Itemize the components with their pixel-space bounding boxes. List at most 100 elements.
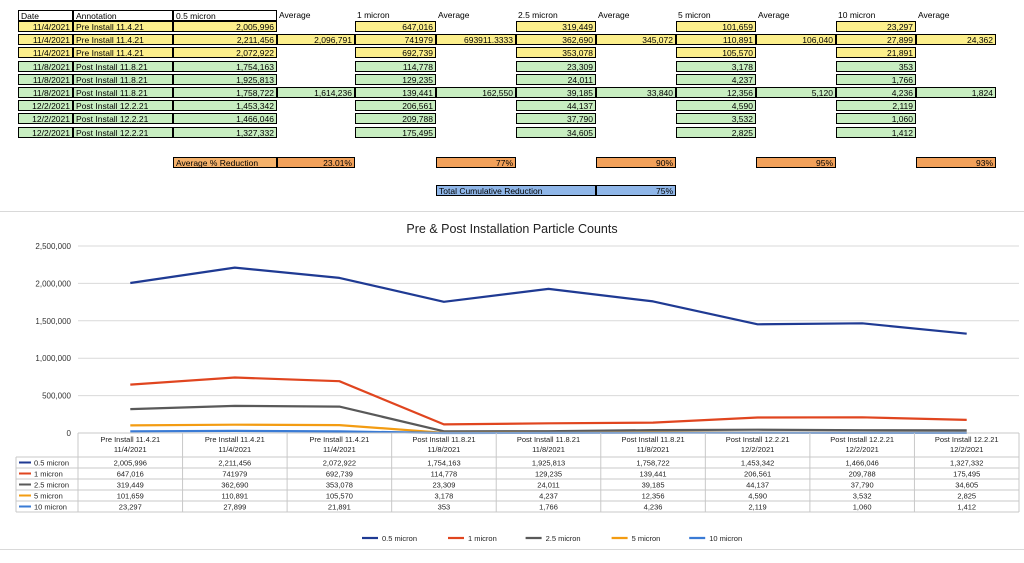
data-value-label: 1,327,332 (950, 459, 983, 468)
data-value-label: 647,016 (117, 470, 144, 479)
reduction-label: Average % Reduction (173, 157, 277, 168)
data-value-label: 39,185 (642, 481, 665, 490)
value-cell: 647,016 (355, 21, 436, 32)
legend-label: 1 micron (468, 534, 497, 543)
data-value-label: 1,925,813 (532, 459, 565, 468)
value-cell: 44,137 (516, 100, 596, 112)
value-cell: 129,235 (355, 73, 436, 85)
value-cell: 4,590 (676, 100, 756, 112)
date-cell: 11/8/2021 (18, 60, 73, 72)
annotation-cell: Post Install 12.2.21 (73, 113, 173, 125)
y-tick-label: 2,000,000 (35, 279, 71, 288)
cumulative-label: Total Cumulative Reduction (436, 185, 596, 196)
value-cell: 1,766 (836, 73, 916, 85)
data-value-label: 1,754,163 (427, 459, 460, 468)
average-cell: 33,840 (596, 87, 676, 98)
annotation-cell: Pre Install 11.4.21 (73, 47, 173, 59)
average-cell: 106,040 (756, 34, 836, 46)
x-category-date: 12/2/2021 (741, 445, 774, 454)
date-cell: 11/8/2021 (18, 87, 73, 98)
value-cell: 23,309 (516, 60, 596, 72)
row-series-name: 10 micron (34, 503, 67, 512)
cumulative-value: 75% (596, 185, 676, 196)
data-value-label: 2,072,922 (323, 459, 356, 468)
data-value-label: 1,453,342 (741, 459, 774, 468)
value-cell: 3,178 (676, 60, 756, 72)
row-series-name: 2.5 micron (34, 481, 69, 490)
header-cell: 1 micron (357, 10, 390, 20)
row-series-name: 1 micron (34, 470, 63, 479)
average-cell: 1,824 (916, 87, 996, 98)
data-value-label: 4,237 (539, 492, 558, 501)
data-value-label: 1,758,722 (636, 459, 669, 468)
data-value-label: 2,825 (957, 492, 976, 501)
value-cell: 1,412 (836, 126, 916, 138)
x-category-date: 12/2/2021 (845, 445, 878, 454)
annotation-cell: Pre Install 11.4.21 (73, 34, 173, 46)
y-tick-label: 1,000,000 (35, 354, 71, 363)
value-cell: 114,778 (355, 60, 436, 72)
x-category-label: Pre Install 11.4.21 (205, 435, 265, 444)
header-cell: 5 micron (678, 10, 711, 20)
data-value-label: 12,356 (642, 492, 665, 501)
x-category-label: Pre Install 11.4.21 (309, 435, 369, 444)
data-value-label: 23,297 (119, 503, 142, 512)
data-value-label: 3,532 (853, 492, 872, 501)
data-value-label: 4,590 (748, 492, 767, 501)
legend-label: 10 micron (709, 534, 742, 543)
data-value-label: 21,891 (328, 503, 351, 512)
date-cell: 12/2/2021 (18, 100, 73, 112)
annotation-cell: Post Install 11.8.21 (73, 73, 173, 85)
date-cell: 11/8/2021 (18, 73, 73, 85)
data-value-label: 1,412 (957, 503, 976, 512)
value-cell: 353,078 (516, 47, 596, 59)
x-category-label: Post Install 11.8.21 (412, 435, 475, 444)
header-cell: 2.5 micron (518, 10, 558, 20)
y-tick-label: 2,500,000 (35, 242, 71, 251)
value-cell: 1,453,342 (173, 100, 277, 112)
value-cell: 1,925,813 (173, 73, 277, 85)
y-tick-label: 1,500,000 (35, 317, 71, 326)
average-cell: 345,072 (596, 34, 676, 46)
spreadsheet-table: Date Annotation 0.5 micron Average 1 micron A… (0, 0, 1024, 210)
value-cell: 101,659 (676, 21, 756, 32)
value-cell: 319,449 (516, 21, 596, 32)
header-cell: Average (598, 10, 630, 20)
data-value-label: 692,739 (326, 470, 353, 479)
data-value-label: 23,309 (432, 481, 455, 490)
value-cell: 692,739 (355, 47, 436, 59)
reduction-value: 90% (596, 157, 676, 168)
legend-label: 2.5 micron (546, 534, 581, 543)
x-category-date: 11/8/2021 (428, 445, 461, 454)
data-value-label: 101,659 (117, 492, 144, 501)
legend-label: 0.5 micron (382, 534, 417, 543)
value-cell: 12,356 (676, 87, 756, 98)
value-cell: 362,690 (516, 34, 596, 46)
y-tick-label: 500,000 (42, 392, 71, 401)
value-cell: 2,072,922 (173, 47, 277, 59)
legend-label: 5 micron (632, 534, 661, 543)
value-cell: 4,236 (836, 87, 916, 98)
data-value-label: 129,235 (535, 470, 562, 479)
series-line (130, 376, 967, 426)
average-cell: 24,362 (916, 34, 996, 46)
value-cell: 23,297 (836, 21, 916, 32)
annotation-cell: Post Install 12.2.21 (73, 100, 173, 112)
data-value-label: 44,137 (746, 481, 769, 490)
series-line (130, 266, 967, 335)
average-cell: 5,120 (756, 87, 836, 98)
value-cell: 1,466,046 (173, 113, 277, 125)
value-cell: 2,119 (836, 100, 916, 112)
annotation-cell: Post Install 11.8.21 (73, 87, 173, 98)
value-cell: 27,899 (836, 34, 916, 46)
value-cell: 4,237 (676, 73, 756, 85)
divider (0, 211, 1024, 212)
data-value-label: 114,778 (431, 470, 458, 479)
value-cell: 175,495 (355, 126, 436, 138)
value-cell: 2,211,456 (173, 34, 277, 46)
row-series-name: 0.5 micron (34, 459, 69, 468)
data-value-label: 319,449 (117, 481, 144, 490)
data-value-label: 175,495 (953, 470, 980, 479)
date-cell: 12/2/2021 (18, 126, 73, 138)
data-value-label: 1,766 (539, 503, 558, 512)
